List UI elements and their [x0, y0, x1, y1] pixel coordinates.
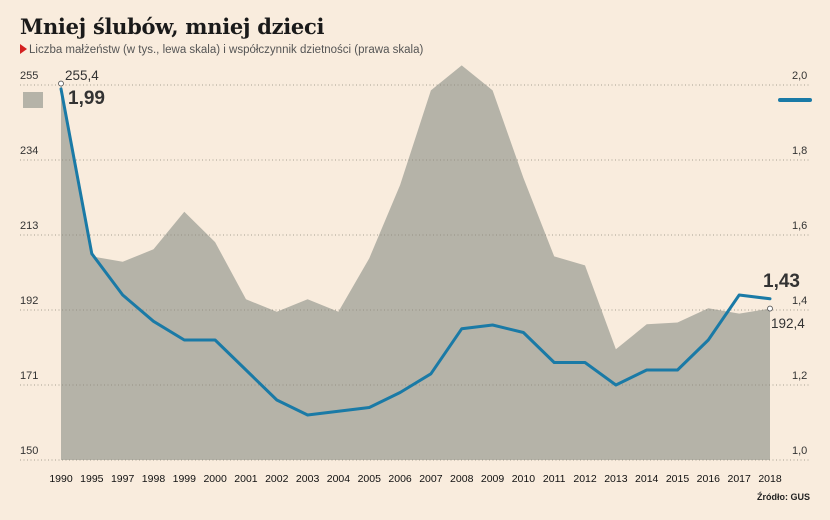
- x-tick-label: 2003: [296, 473, 320, 485]
- chart-subtitle: Liczba małżeństw (w tys., lewa skala) i …: [20, 44, 423, 56]
- x-tick-label: 2004: [327, 473, 351, 485]
- x-tick-label: 1998: [142, 473, 166, 485]
- area-first-value-label: 255,4: [65, 68, 99, 83]
- x-tick-label: 2002: [265, 473, 289, 485]
- left-tick-label: 234: [20, 145, 38, 157]
- x-tick-label: 2001: [234, 473, 258, 485]
- area-start-point: [58, 80, 64, 87]
- right-tick-label: 1,6: [792, 220, 807, 232]
- x-tick-label: 2005: [358, 473, 382, 485]
- x-tick-label: 2015: [666, 473, 690, 485]
- subtitle-text: Liczba małżeństw (w tys., lewa skala) i …: [29, 44, 424, 56]
- legend-area-swatch: [23, 92, 43, 108]
- x-tick-label: 1997: [111, 473, 135, 485]
- right-tick-label: 1,8: [792, 145, 807, 157]
- left-tick-label: 213: [20, 220, 38, 232]
- x-tick-label: 2008: [450, 473, 474, 485]
- x-tick-label: 2009: [481, 473, 505, 485]
- x-tick-label: 2006: [388, 473, 412, 485]
- left-tick-label: 192: [20, 295, 38, 307]
- fertility-line: [59, 87, 772, 417]
- left-tick-label: 255: [20, 70, 38, 82]
- x-tick-label: 1995: [80, 473, 104, 485]
- right-tick-label: 1,4: [792, 295, 807, 307]
- x-tick-label: 2018: [758, 473, 782, 485]
- x-tick-label: 2000: [203, 473, 227, 485]
- marriages-area: [61, 65, 770, 461]
- x-tick-label: 2014: [635, 473, 659, 485]
- x-tick-label: 2012: [573, 473, 597, 485]
- chart-title: Mniej ślubów, mniej dzieci: [20, 14, 325, 39]
- left-tick-label: 171: [20, 370, 38, 382]
- x-tick-label: 2017: [727, 473, 751, 485]
- x-tick-label: 1990: [49, 473, 73, 485]
- x-tick-label: 1999: [173, 473, 197, 485]
- x-tick-label: 2013: [604, 473, 628, 485]
- x-tick-label: 2007: [419, 473, 443, 485]
- left-tick-label: 150: [20, 445, 38, 457]
- x-tick-label: 2016: [697, 473, 721, 485]
- x-tick-label: 2011: [543, 473, 566, 485]
- line-first-value-label: 1,99: [68, 88, 105, 109]
- right-tick-label: 1,0: [792, 445, 807, 457]
- red-triangle-icon: [20, 44, 27, 54]
- area-end-point: [767, 305, 773, 312]
- right-tick-label: 1,2: [792, 370, 807, 382]
- source-note: Źródło: GUS: [757, 492, 810, 502]
- area-last-value-label: 192,4: [771, 316, 805, 331]
- line-last-value-label: 1,43: [763, 271, 800, 292]
- right-tick-label: 2,0: [792, 70, 807, 82]
- x-tick-label: 2010: [512, 473, 536, 485]
